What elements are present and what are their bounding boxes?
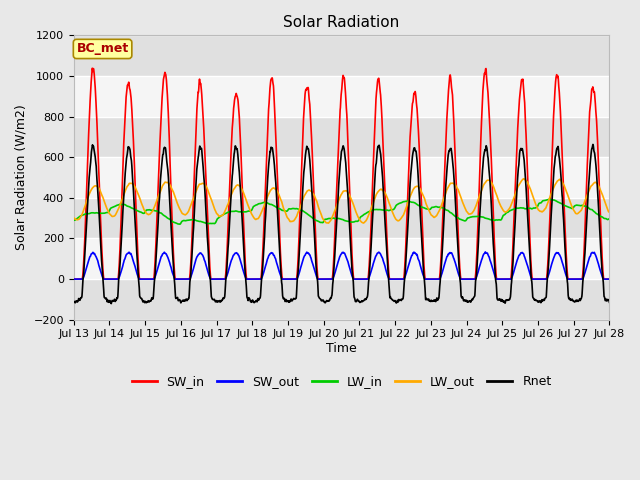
- Line: LW_in: LW_in: [74, 199, 609, 224]
- SW_in: [88, 65, 96, 71]
- SW_out: [432, 276, 440, 282]
- Bar: [74, 239, 609, 279]
- Rnet: [432, 299, 440, 304]
- LW_out: [324, 220, 332, 226]
- LW_out: [166, 182, 174, 188]
- LW_in: [605, 216, 613, 222]
- SW_out: [492, 276, 500, 281]
- Title: Solar Radiation: Solar Radiation: [284, 15, 400, 30]
- SW_out: [461, 276, 469, 282]
- SW_out: [70, 276, 77, 282]
- LW_in: [322, 216, 330, 222]
- LW_out: [492, 191, 500, 196]
- Y-axis label: Solar Radiation (W/m2): Solar Radiation (W/m2): [15, 105, 28, 251]
- LW_out: [70, 215, 77, 221]
- SW_in: [70, 276, 77, 282]
- Rnet: [461, 298, 469, 304]
- LW_in: [176, 221, 184, 227]
- SW_out: [605, 276, 613, 282]
- LW_in: [70, 217, 77, 223]
- Line: SW_in: SW_in: [74, 68, 609, 279]
- Bar: [74, 76, 609, 117]
- Rnet: [605, 300, 613, 305]
- X-axis label: Time: Time: [326, 342, 357, 355]
- LW_out: [321, 219, 329, 225]
- Line: Rnet: Rnet: [74, 144, 609, 303]
- SW_out: [321, 276, 329, 282]
- SW_in: [461, 276, 469, 282]
- SW_in: [605, 276, 612, 282]
- Legend: SW_in, SW_out, LW_in, LW_out, Rnet: SW_in, SW_out, LW_in, LW_out, Rnet: [127, 370, 557, 393]
- SW_out: [166, 261, 174, 267]
- Rnet: [605, 297, 612, 303]
- LW_out: [520, 176, 527, 181]
- Rnet: [108, 300, 115, 306]
- LW_in: [166, 216, 174, 222]
- SW_in: [322, 276, 330, 282]
- Rnet: [166, 206, 174, 212]
- Line: LW_out: LW_out: [74, 179, 609, 223]
- Line: SW_out: SW_out: [74, 252, 609, 279]
- Rnet: [70, 299, 77, 304]
- LW_out: [461, 206, 469, 212]
- LW_in: [605, 216, 612, 222]
- LW_in: [545, 196, 553, 202]
- SW_in: [166, 162, 174, 168]
- SW_out: [481, 249, 489, 255]
- Rnet: [589, 142, 597, 147]
- LW_out: [605, 209, 612, 215]
- Bar: [74, 279, 609, 320]
- SW_in: [492, 270, 500, 276]
- Bar: [74, 117, 609, 157]
- Bar: [74, 198, 609, 239]
- Rnet: [322, 300, 330, 305]
- SW_in: [605, 276, 613, 282]
- Rnet: [492, 279, 500, 285]
- LW_out: [432, 214, 440, 219]
- SW_in: [432, 276, 440, 282]
- Bar: [74, 157, 609, 198]
- LW_in: [461, 218, 469, 224]
- SW_out: [605, 276, 612, 282]
- LW_in: [432, 204, 440, 209]
- Bar: [74, 36, 609, 76]
- Text: BC_met: BC_met: [76, 42, 129, 56]
- LW_in: [492, 217, 500, 223]
- LW_out: [605, 209, 613, 215]
